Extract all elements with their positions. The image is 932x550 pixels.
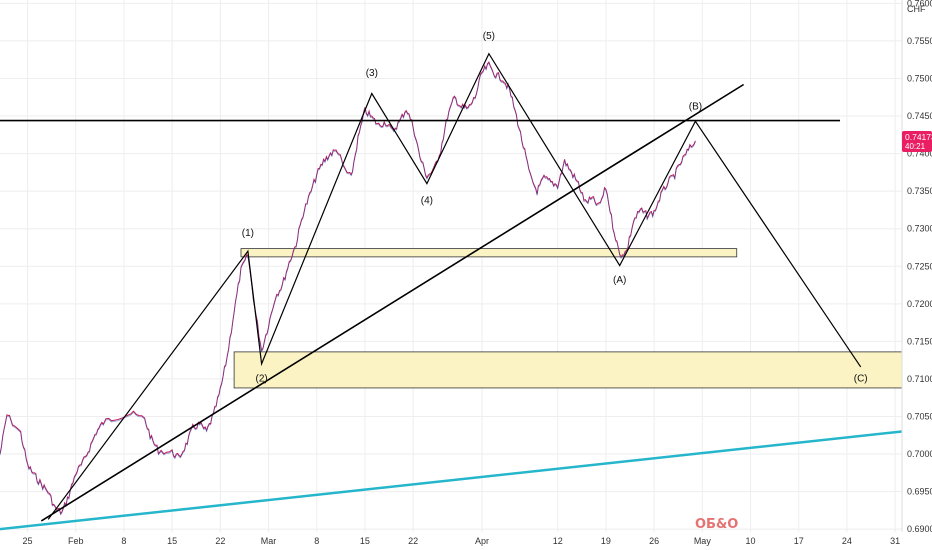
x-tick-label: 25 xyxy=(23,536,33,546)
wave-label: (5) xyxy=(483,31,495,42)
y-tick-label: 0.74500 xyxy=(907,111,932,121)
y-tick-label: 0.76000 xyxy=(907,0,932,8)
price-tag-bg xyxy=(902,131,932,152)
x-tick-label: Apr xyxy=(475,536,489,546)
wave-label: (2) xyxy=(256,374,268,385)
zones xyxy=(233,248,903,389)
y-tick-label: 0.73000 xyxy=(907,224,932,234)
price-tag-countdown: 40:21 xyxy=(905,142,926,151)
x-tick-label: May xyxy=(694,536,712,546)
y-tick-label: 0.69000 xyxy=(907,524,932,534)
x-tick-label: 26 xyxy=(649,536,659,546)
trendline xyxy=(40,83,745,522)
y-tick-label: 0.69500 xyxy=(907,487,932,497)
currency-label: CHF xyxy=(907,4,926,14)
x-tick-label: 15 xyxy=(360,536,370,546)
x-tick-label: 17 xyxy=(794,536,804,546)
x-tick-label: 24 xyxy=(842,536,852,546)
x-axis[interactable]: 25 Feb 8 15 22 Mar 8 15 22 Apr 12 19 26 May 10 17 24 31 xyxy=(23,536,901,546)
watermark-logo: ОБ&O xyxy=(695,517,738,532)
x-tick-label: 19 xyxy=(601,536,611,546)
elliott-wave-path xyxy=(47,52,862,520)
wave-path xyxy=(47,52,862,520)
price-series xyxy=(0,61,696,516)
trendline xyxy=(0,430,903,531)
x-tick-label: 15 xyxy=(167,536,177,546)
wave-label: (3) xyxy=(366,68,378,79)
x-tick-label: 8 xyxy=(314,536,319,546)
price-line-shadow xyxy=(0,62,696,516)
price-tag-value: 0.74173 xyxy=(905,132,932,142)
y-tick-label: 0.75500 xyxy=(907,36,932,46)
x-tick-label: 10 xyxy=(746,536,756,546)
grid xyxy=(0,0,902,532)
zone-box xyxy=(240,248,738,258)
y-tick-label: 0.74000 xyxy=(907,149,932,159)
y-axis[interactable]: CHF 0.760000.755000.750000.745000.740000… xyxy=(901,0,932,534)
price-line xyxy=(0,61,696,515)
y-tick-label: 0.75000 xyxy=(907,73,932,83)
y-tick-label: 0.71000 xyxy=(907,374,932,384)
y-tick-label: 0.70000 xyxy=(907,449,932,459)
y-tick-label: 0.72000 xyxy=(907,299,932,309)
price-tag: 0.74173 40:21 xyxy=(902,131,932,152)
y-tick-label: 0.71500 xyxy=(907,336,932,346)
wave-label: (C) xyxy=(854,374,868,385)
x-tick-label: 31 xyxy=(890,536,900,546)
y-tick-label: 0.72500 xyxy=(907,261,932,271)
wave-label: (B) xyxy=(689,102,702,113)
x-tick-label: Feb xyxy=(68,536,84,546)
x-tick-label: 22 xyxy=(408,536,418,546)
y-tick-label: 0.73500 xyxy=(907,186,932,196)
wave-label: (1) xyxy=(242,228,254,239)
wave-label: (4) xyxy=(421,196,433,207)
x-tick-label: 22 xyxy=(215,536,225,546)
logo-text: ОБ&O xyxy=(695,517,738,532)
x-tick-label: Mar xyxy=(261,536,277,546)
zone-box xyxy=(233,351,903,389)
wave-labels: (1) (2) (3) (4) (5) (A) (B) (C) xyxy=(242,31,868,384)
y-tick-label: 0.70500 xyxy=(907,411,932,421)
x-tick-label: 8 xyxy=(121,536,126,546)
trendlines xyxy=(0,83,903,531)
wave-label: (A) xyxy=(613,275,626,286)
x-tick-label: 12 xyxy=(553,536,563,546)
